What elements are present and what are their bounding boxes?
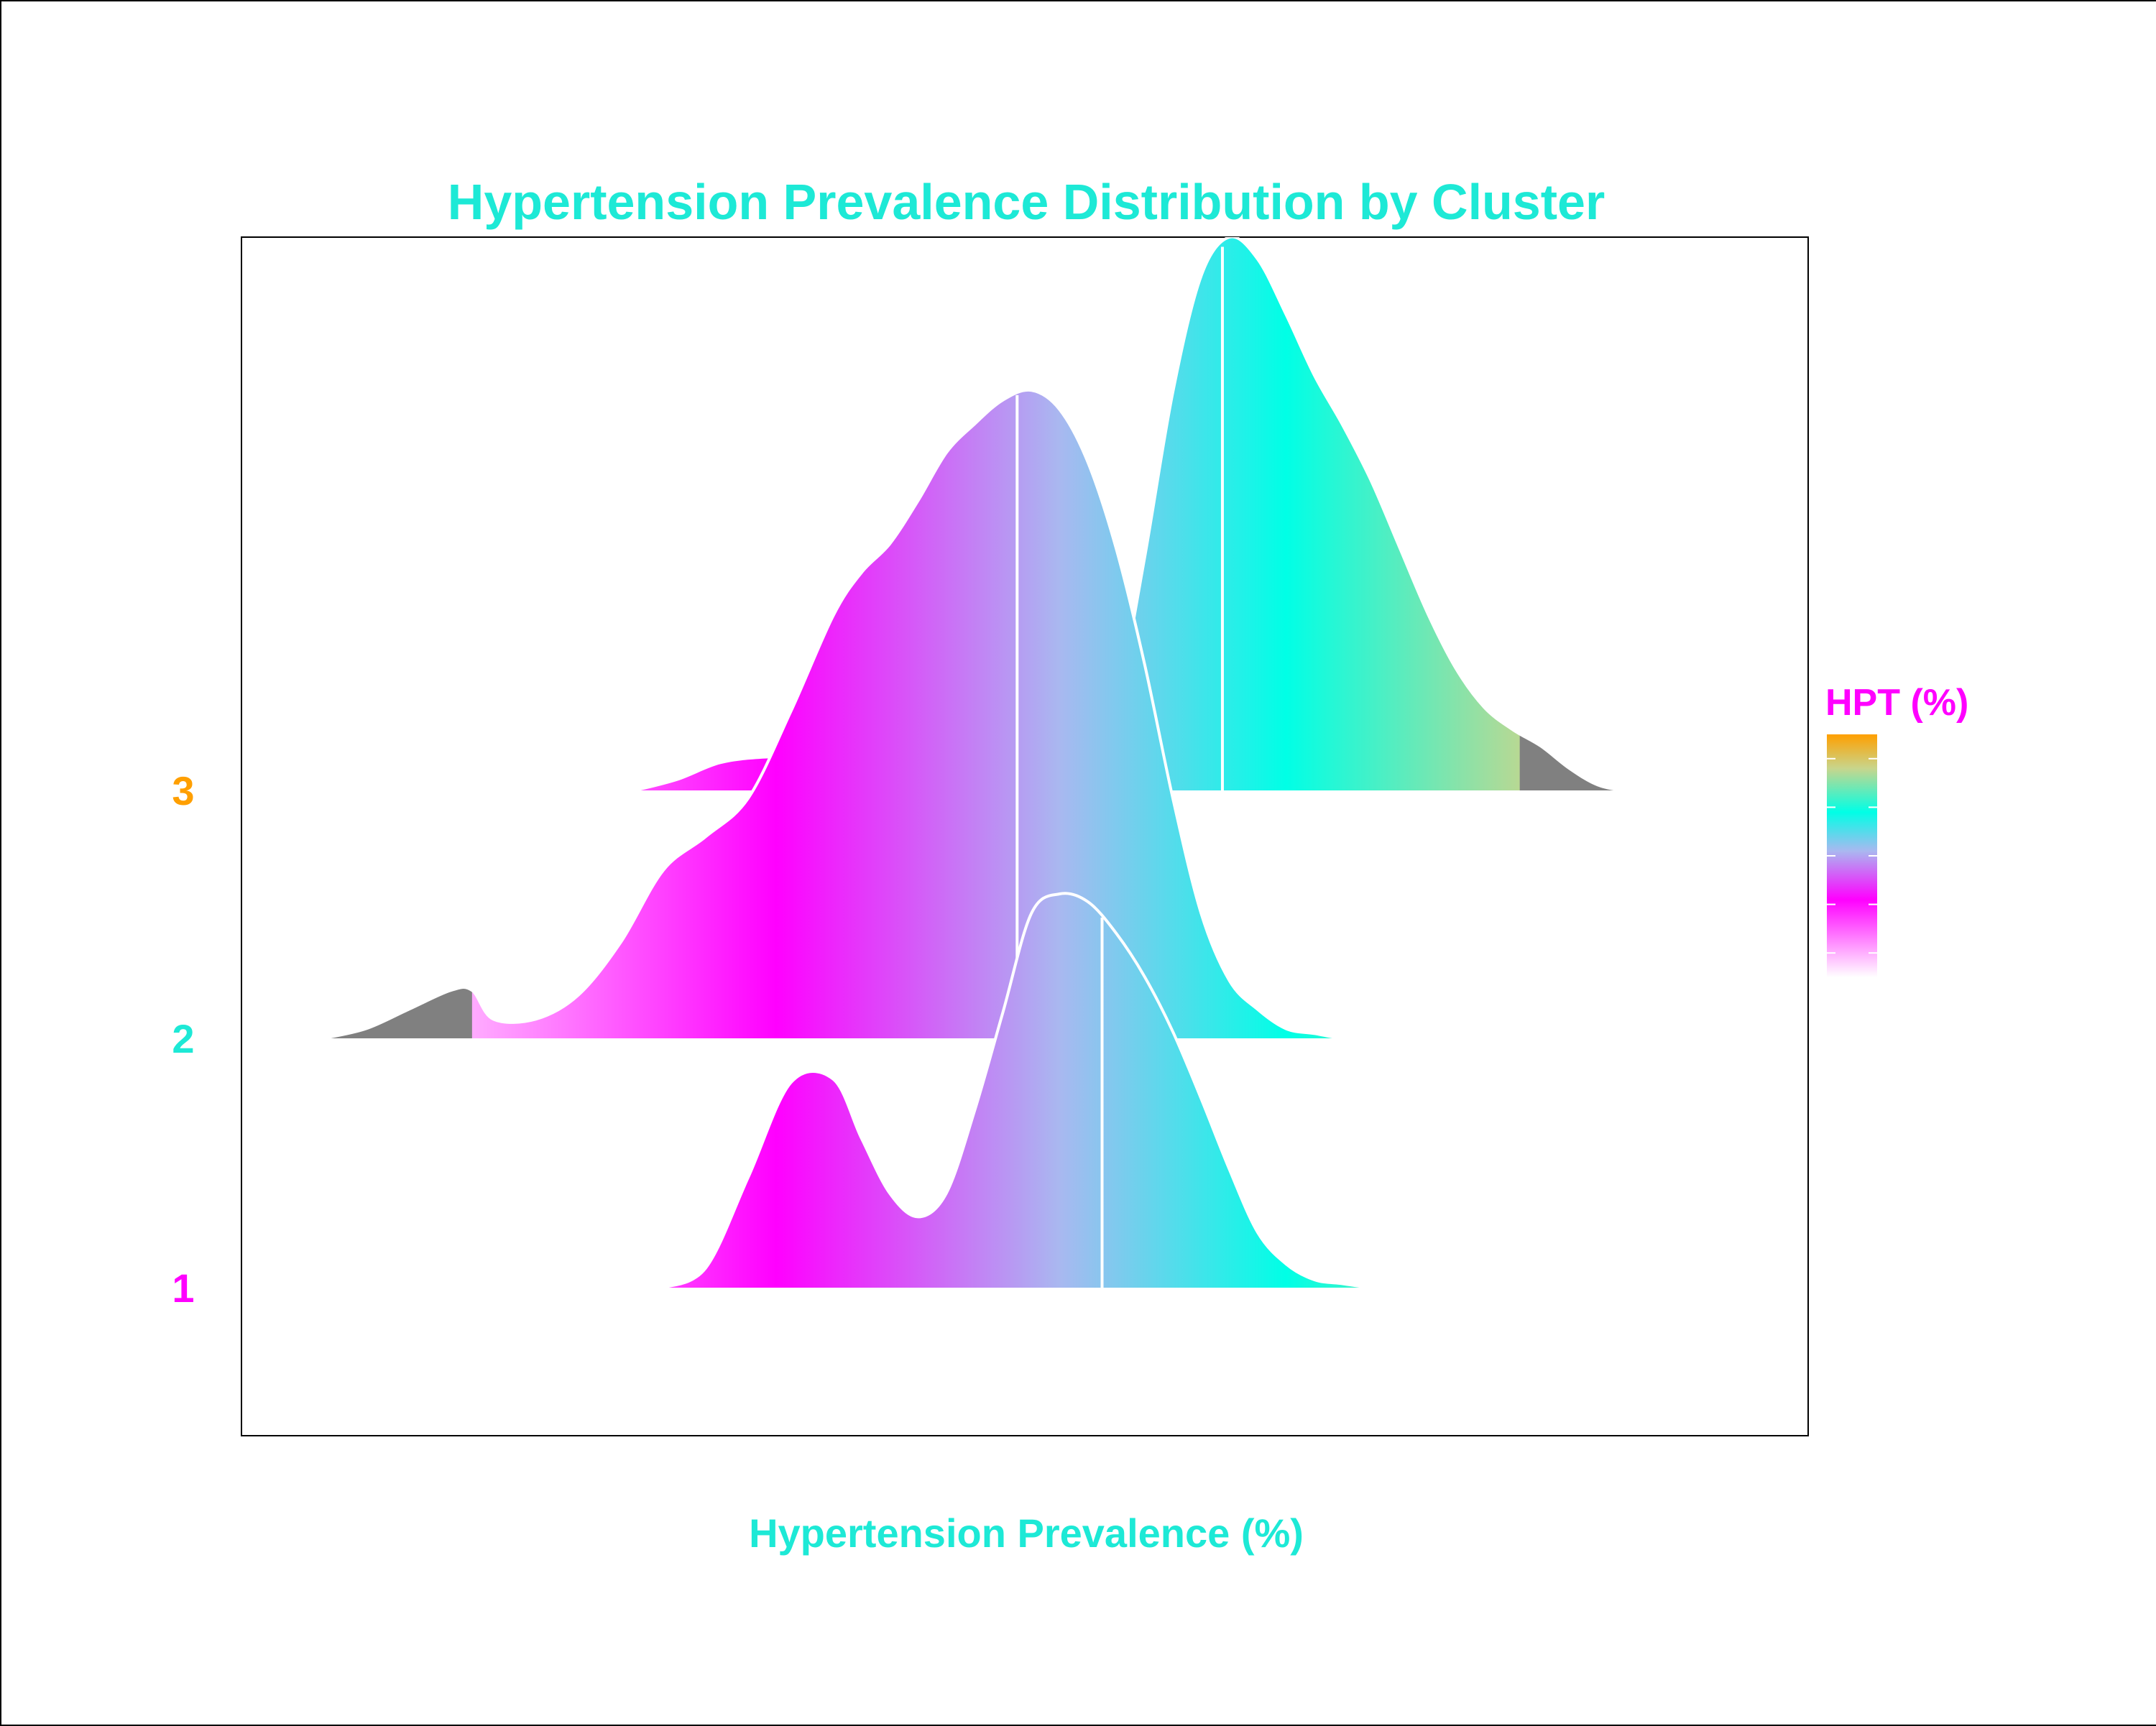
chart-title: Hypertension Prevalence Distribution by … (448, 174, 1605, 230)
colorbar-ticks (1827, 757, 1877, 954)
colorbar-legend: HPT (%) (1825, 682, 1968, 977)
cluster-labels: 3 2 1 (172, 768, 194, 1311)
ridge-fill (635, 237, 1654, 797)
cluster-label-1: 1 (172, 1265, 194, 1311)
cluster-label-3: 3 (172, 768, 194, 813)
ridge-outline (323, 388, 1371, 1040)
x-axis-label: Hypertension Prevalence (%) (749, 1510, 1304, 1556)
ridge-cluster-1 (662, 892, 1414, 1290)
ridge-fill (663, 893, 1414, 1288)
ridge-fill (323, 389, 1371, 1039)
legend-title: HPT (%) (1825, 682, 1968, 724)
cluster-label-2: 2 (172, 1016, 194, 1061)
ridge-outline (662, 892, 1414, 1290)
